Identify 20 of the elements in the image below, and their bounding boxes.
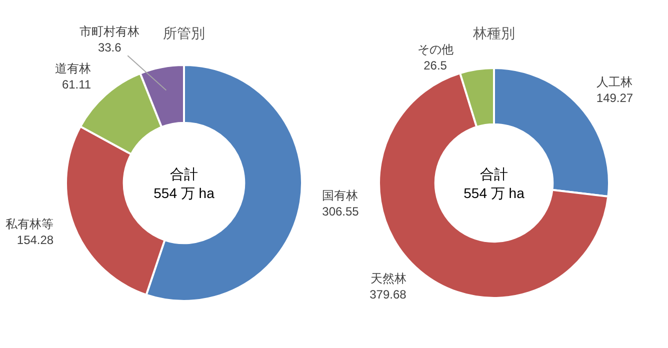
data-label: 154.28 bbox=[16, 232, 54, 247]
slice-label: 私有林等 bbox=[6, 216, 54, 231]
chart-title: 林種別 bbox=[472, 25, 515, 41]
slice-label: 道有林 bbox=[55, 61, 92, 76]
slice-label: 人工林 bbox=[596, 74, 632, 89]
text: 554 万 ha bbox=[154, 185, 215, 201]
slice-label: 国有林 bbox=[322, 188, 358, 203]
data-label: 26.5 bbox=[424, 58, 448, 72]
chart-title: 所管別 bbox=[163, 25, 205, 41]
data-label: 33.6 bbox=[98, 40, 122, 55]
text: 554 万 ha bbox=[464, 185, 525, 201]
text: 合計 bbox=[480, 166, 508, 182]
data-label: 379.68 bbox=[370, 287, 407, 302]
slice-label: 市町村有林 bbox=[80, 24, 140, 39]
data-label: 61.11 bbox=[62, 77, 92, 92]
text: 合計 bbox=[170, 166, 198, 182]
slice-label: その他 bbox=[417, 42, 454, 56]
slice-label: 天然林 bbox=[370, 271, 406, 286]
data-label: 149.27 bbox=[596, 90, 634, 105]
data-label: 306.55 bbox=[322, 204, 360, 219]
